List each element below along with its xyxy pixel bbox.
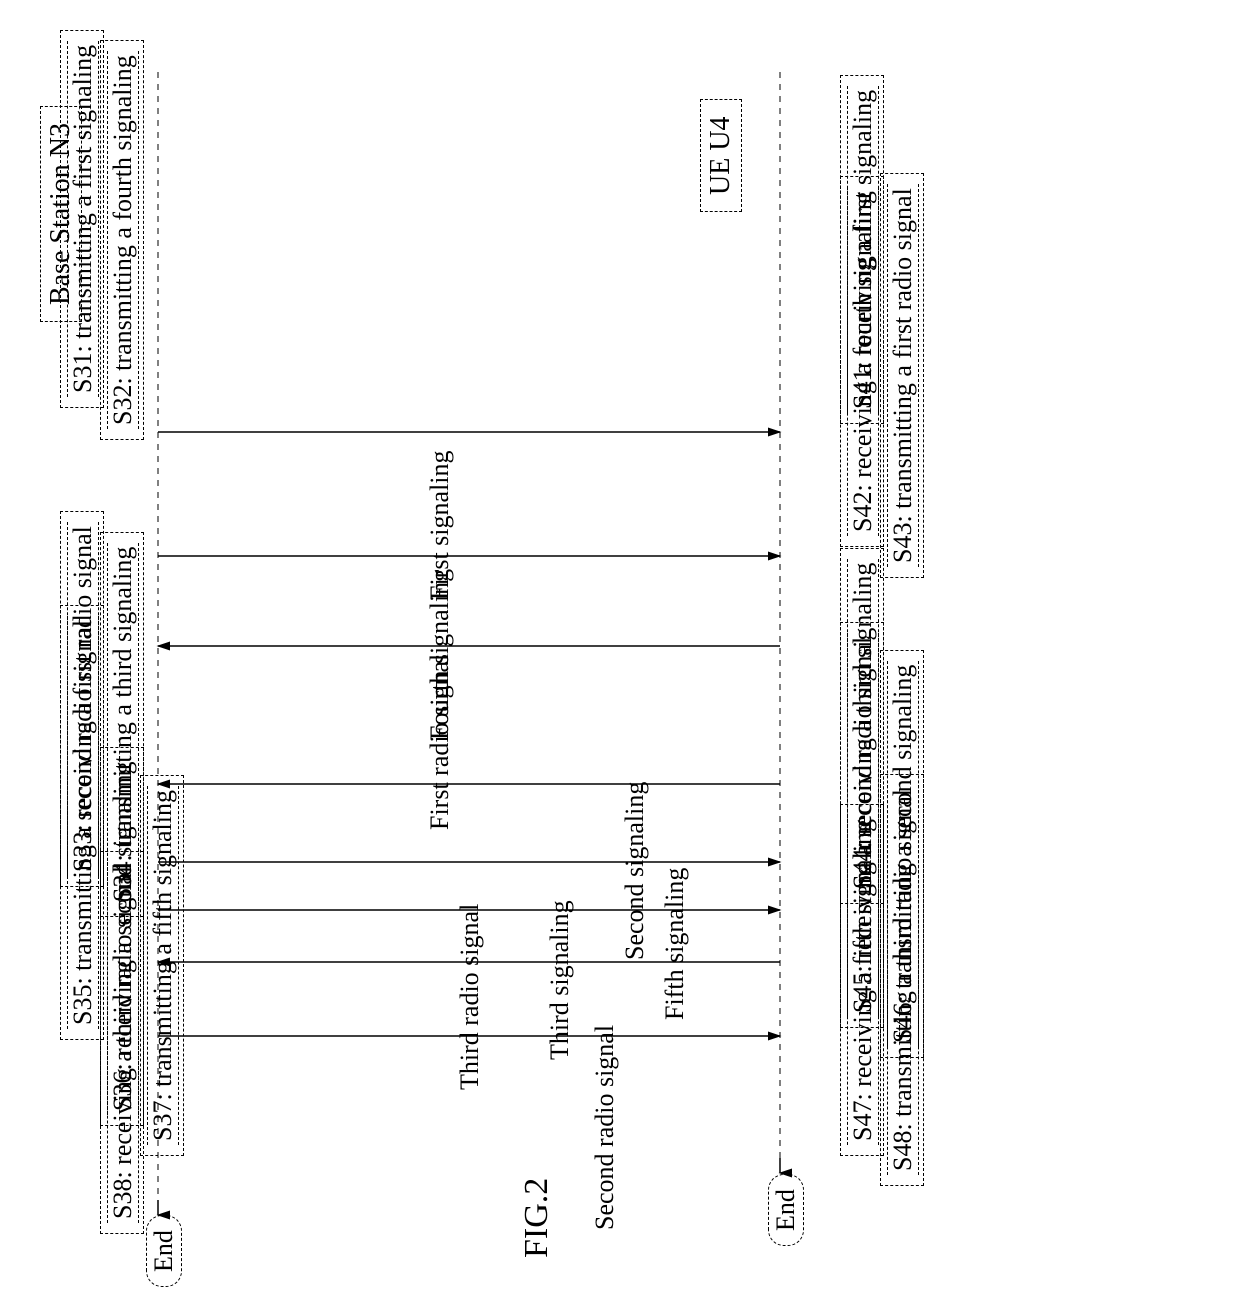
msg-label-first-radio: First radio signal (425, 654, 455, 830)
actor-ue: UE U4 (700, 99, 742, 212)
msg-label-third-radio: Third radio signal (455, 904, 485, 1090)
msg-label-second-radio: Second radio signal (590, 1025, 620, 1230)
step-s47: S47: receiving a fifth signaling (840, 804, 884, 1156)
step-s42: S42: receiving a fourth signaling (840, 176, 884, 547)
ue-end-label: End (768, 1174, 804, 1246)
step-s43: S43: transmitting a first radio signal (880, 173, 924, 578)
step-s31: S31: transmitting a first signaling (60, 30, 104, 408)
msg-label-fifth-signaling: Fifth signaling (660, 868, 690, 1020)
sequence-diagram: Base Station N3 UE U4 S31: transmitting … (0, 0, 1240, 1297)
step-s38: S38: receiving a third radio signal (100, 851, 144, 1234)
step-s48: S48: transmitting a third radio signal (880, 774, 924, 1186)
step-s37: S37: transmitting a fifth signaling (140, 775, 184, 1156)
msg-label-second-signaling: Second signaling (620, 782, 650, 960)
bs-end-label: End (146, 1215, 182, 1287)
svg-overlay (0, 0, 1240, 1297)
step-s35: S35: transmitting a second radio signal (60, 605, 104, 1040)
figure-label: FIG.2 (518, 1178, 556, 1258)
step-s32: S32: transmitting a fourth signaling (100, 40, 144, 440)
ue-end: End (768, 1174, 804, 1246)
bs-end: End (146, 1215, 182, 1287)
msg-label-third-signaling: Third signaling (545, 900, 575, 1060)
actor-ue-label: UE U4 (700, 99, 742, 212)
